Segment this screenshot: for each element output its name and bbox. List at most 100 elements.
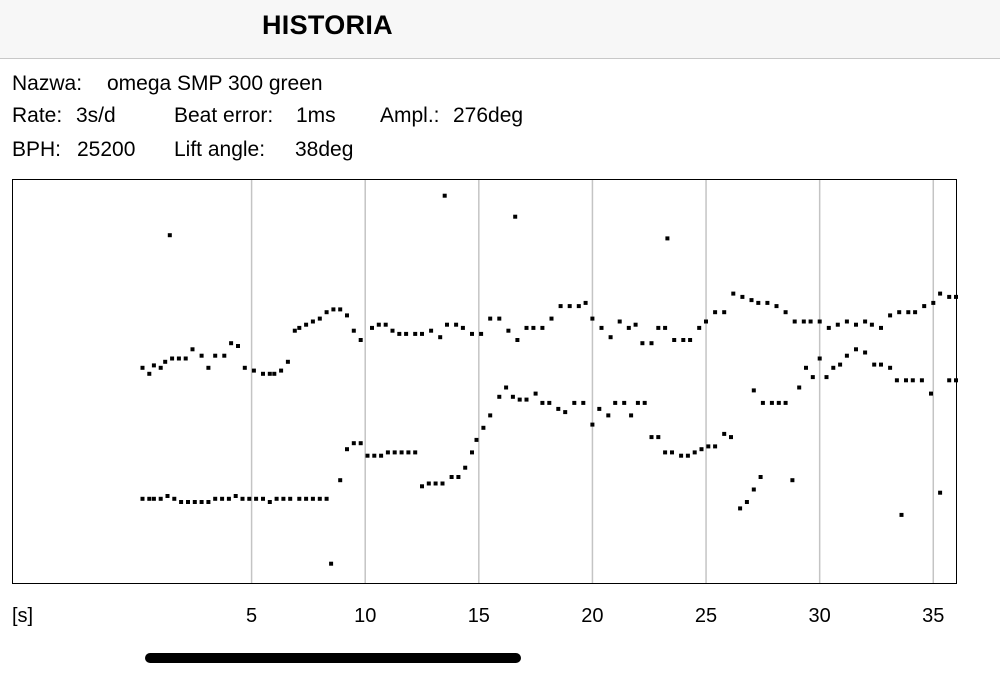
data-point [404, 331, 409, 336]
data-point [199, 500, 204, 504]
data-point [606, 413, 611, 418]
data-point [810, 375, 815, 380]
data-point [167, 233, 172, 238]
data-point [635, 400, 640, 405]
data-point [776, 400, 781, 405]
data-point [922, 304, 927, 309]
data-point [626, 325, 631, 330]
plot-frame [12, 179, 957, 584]
data-point [338, 307, 343, 312]
data-point [345, 313, 349, 318]
data-point [310, 496, 315, 501]
data-point [365, 453, 370, 458]
data-point [324, 310, 329, 315]
data-point [267, 371, 272, 376]
data-point [449, 475, 454, 479]
data-point [751, 487, 756, 492]
x-tick-label: 35 [922, 605, 944, 627]
data-point [567, 304, 572, 309]
x-tick-label: 5 [246, 605, 257, 627]
data-point [170, 356, 175, 361]
data-point [835, 322, 840, 327]
data-point [274, 496, 279, 501]
data-point [872, 362, 877, 367]
data-point [147, 496, 152, 501]
data-point [954, 294, 958, 299]
data-point [831, 365, 836, 370]
bph-label: BPH: [12, 138, 62, 161]
data-point [722, 431, 727, 436]
data-point [474, 437, 479, 442]
data-point [163, 359, 168, 364]
data-point [379, 453, 384, 458]
data-point [199, 353, 204, 358]
x-tick-label: 10 [354, 605, 376, 627]
data-point [783, 400, 788, 405]
data-point [317, 496, 322, 501]
data-point [801, 319, 806, 324]
data-point [938, 291, 943, 296]
amplitude-value: 276deg [453, 104, 524, 127]
data-point [738, 506, 743, 511]
data-point [765, 300, 770, 305]
data-point [844, 319, 849, 324]
home-indicator[interactable] [145, 653, 521, 663]
data-point [804, 365, 808, 370]
data-point [236, 344, 240, 348]
data-point [213, 496, 218, 501]
data-point [672, 338, 677, 342]
data-point [497, 394, 502, 399]
data-point [172, 496, 177, 501]
data-point [392, 450, 397, 455]
data-point [817, 356, 822, 361]
data-point [947, 294, 952, 299]
data-point [324, 496, 329, 501]
data-point [390, 328, 395, 333]
data-point [206, 365, 211, 370]
data-point [158, 365, 163, 370]
data-point [744, 500, 749, 504]
data-point [351, 328, 356, 333]
data-point [547, 400, 552, 405]
data-point [240, 496, 245, 501]
rate-value: 3s/d [76, 104, 116, 127]
data-point [599, 325, 604, 330]
series-tock [140, 347, 958, 566]
data-point [151, 363, 156, 368]
data-point [929, 391, 933, 396]
data-point [272, 371, 277, 376]
data-point [642, 400, 647, 405]
data-point [358, 441, 363, 446]
data-point [510, 394, 515, 399]
data-point [713, 310, 718, 315]
data-point [681, 338, 686, 342]
data-point [226, 496, 231, 501]
data-point [179, 500, 184, 504]
data-point [515, 338, 520, 342]
data-point [413, 331, 418, 336]
data-point [433, 481, 438, 486]
data-point [140, 365, 145, 370]
data-point [563, 410, 568, 415]
data-point [910, 378, 915, 383]
data-point [824, 375, 829, 380]
data-point [894, 378, 899, 383]
data-point [304, 496, 309, 501]
data-point [456, 475, 461, 479]
data-point [233, 494, 238, 498]
data-point [863, 350, 868, 355]
data-point [372, 453, 377, 458]
data-point [445, 322, 449, 327]
data-point [370, 325, 374, 330]
data-point [906, 310, 911, 315]
data-point [649, 435, 654, 440]
data-point [385, 450, 390, 455]
timegrapher-plot: 5 10 15 20 25 30 35 [s] [12, 179, 958, 627]
data-point [613, 400, 618, 405]
data-point [297, 325, 302, 330]
data-point [358, 338, 363, 342]
data-point [481, 425, 486, 430]
navigation-bar: HISTORIA [0, 0, 1000, 59]
data-point [147, 371, 152, 376]
data-point [656, 435, 661, 440]
